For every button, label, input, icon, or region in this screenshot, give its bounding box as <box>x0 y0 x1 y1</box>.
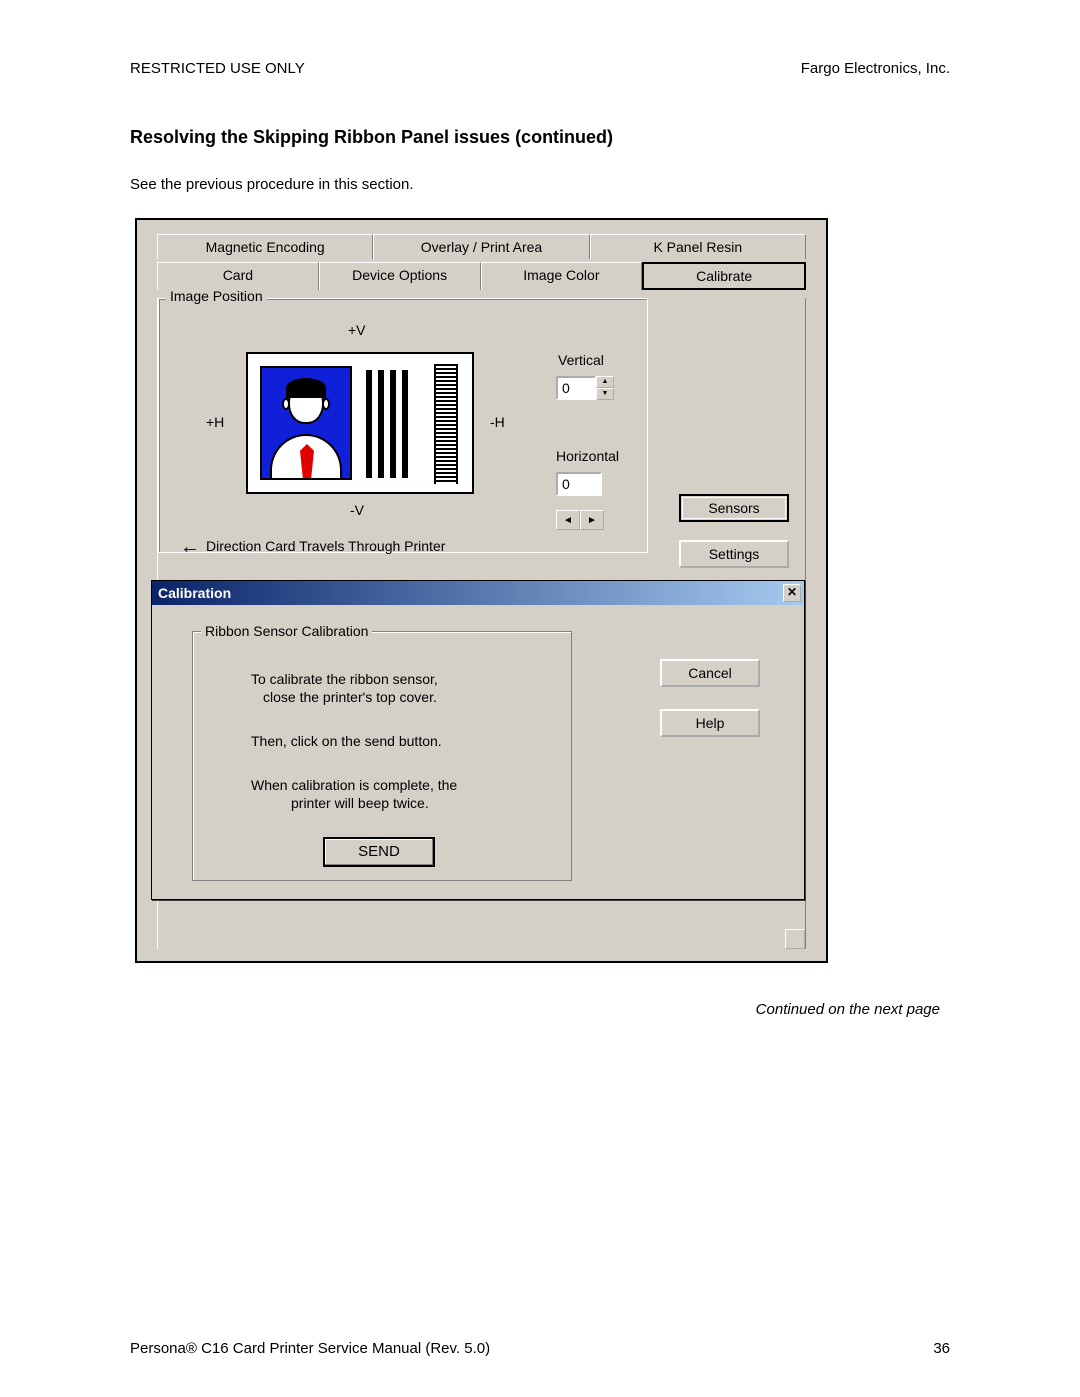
ribbon-text-4: When calibration is complete, the <box>251 776 457 794</box>
tab-card[interactable]: Card <box>157 262 319 290</box>
page-number: 36 <box>933 1340 950 1357</box>
cancel-button[interactable]: Cancel <box>660 659 760 687</box>
horizontal-input[interactable] <box>556 472 602 496</box>
sensors-button[interactable]: Sensors <box>679 494 789 522</box>
help-button[interactable]: Help <box>660 709 760 737</box>
minus-h-label: -H <box>490 414 505 430</box>
direction-text: Direction Card Travels Through Printer <box>206 538 445 554</box>
vertical-up-button[interactable]: ▲ <box>596 376 614 388</box>
minus-v-label: -V <box>350 502 364 518</box>
tab-calibrate[interactable]: Calibrate <box>642 262 806 290</box>
plus-h-label: +H <box>206 414 224 430</box>
ribbon-text-3: Then, click on the send button. <box>251 732 442 750</box>
dialog-titlebar: Calibration ✕ <box>152 581 804 605</box>
horizontal-left-button[interactable]: ◄ <box>556 510 580 530</box>
image-position-label: Image Position <box>166 288 267 304</box>
scroll-down-icon[interactable] <box>785 929 805 949</box>
intro-text: See the previous procedure in this secti… <box>130 176 950 193</box>
calibrate-panel: Image Position +V -V +H -H <box>157 298 806 949</box>
header-right: Fargo Electronics, Inc. <box>801 60 950 77</box>
card-preview <box>246 352 474 494</box>
printer-settings-window: Magnetic Encoding Overlay / Print Area K… <box>135 218 828 963</box>
ribbon-text-2: close the printer's top cover. <box>263 688 437 706</box>
send-button[interactable]: SEND <box>323 837 435 867</box>
footer-left: Persona® C16 Card Printer Service Manual… <box>130 1340 490 1357</box>
settings-button[interactable]: Settings <box>679 540 789 568</box>
image-position-group: Image Position +V -V +H -H <box>158 298 648 553</box>
horizontal-input-wrap <box>556 472 602 496</box>
ribbon-group-label: Ribbon Sensor Calibration <box>201 623 372 639</box>
vertical-spinner[interactable]: ▲ ▼ <box>556 376 618 400</box>
tab-magnetic-encoding[interactable]: Magnetic Encoding <box>157 234 373 259</box>
ribbon-sensor-group: Ribbon Sensor Calibration To calibrate t… <box>192 631 572 881</box>
plus-v-label: +V <box>348 322 366 338</box>
vertical-down-button[interactable]: ▼ <box>596 388 614 400</box>
close-icon[interactable]: ✕ <box>783 584 801 602</box>
tab-device-options[interactable]: Device Options <box>319 262 481 290</box>
card-photo <box>260 366 352 480</box>
ribbon-text-5: printer will beep twice. <box>291 794 429 812</box>
horizontal-label: Horizontal <box>556 448 619 464</box>
page-heading: Resolving the Skipping Ribbon Panel issu… <box>130 127 950 148</box>
dialog-title: Calibration <box>158 585 231 601</box>
card-stripes <box>366 370 416 478</box>
direction-arrow-icon: ← <box>180 536 200 559</box>
tab-image-color[interactable]: Image Color <box>481 262 643 290</box>
horizontal-scroll[interactable]: ◄ ► <box>556 510 604 530</box>
header-left: RESTRICTED USE ONLY <box>130 60 305 77</box>
vertical-label: Vertical <box>558 352 604 368</box>
tab-k-panel-resin[interactable]: K Panel Resin <box>590 234 806 259</box>
continued-text: Continued on the next page <box>130 1001 940 1018</box>
ribbon-text-1: To calibrate the ribbon sensor, <box>251 670 438 688</box>
horizontal-right-button[interactable]: ► <box>580 510 604 530</box>
calibration-dialog: Calibration ✕ Ribbon Sensor Calibration … <box>151 580 805 900</box>
vertical-input[interactable] <box>556 376 596 400</box>
tab-overlay-print-area[interactable]: Overlay / Print Area <box>373 234 589 259</box>
card-barcode <box>434 364 458 484</box>
